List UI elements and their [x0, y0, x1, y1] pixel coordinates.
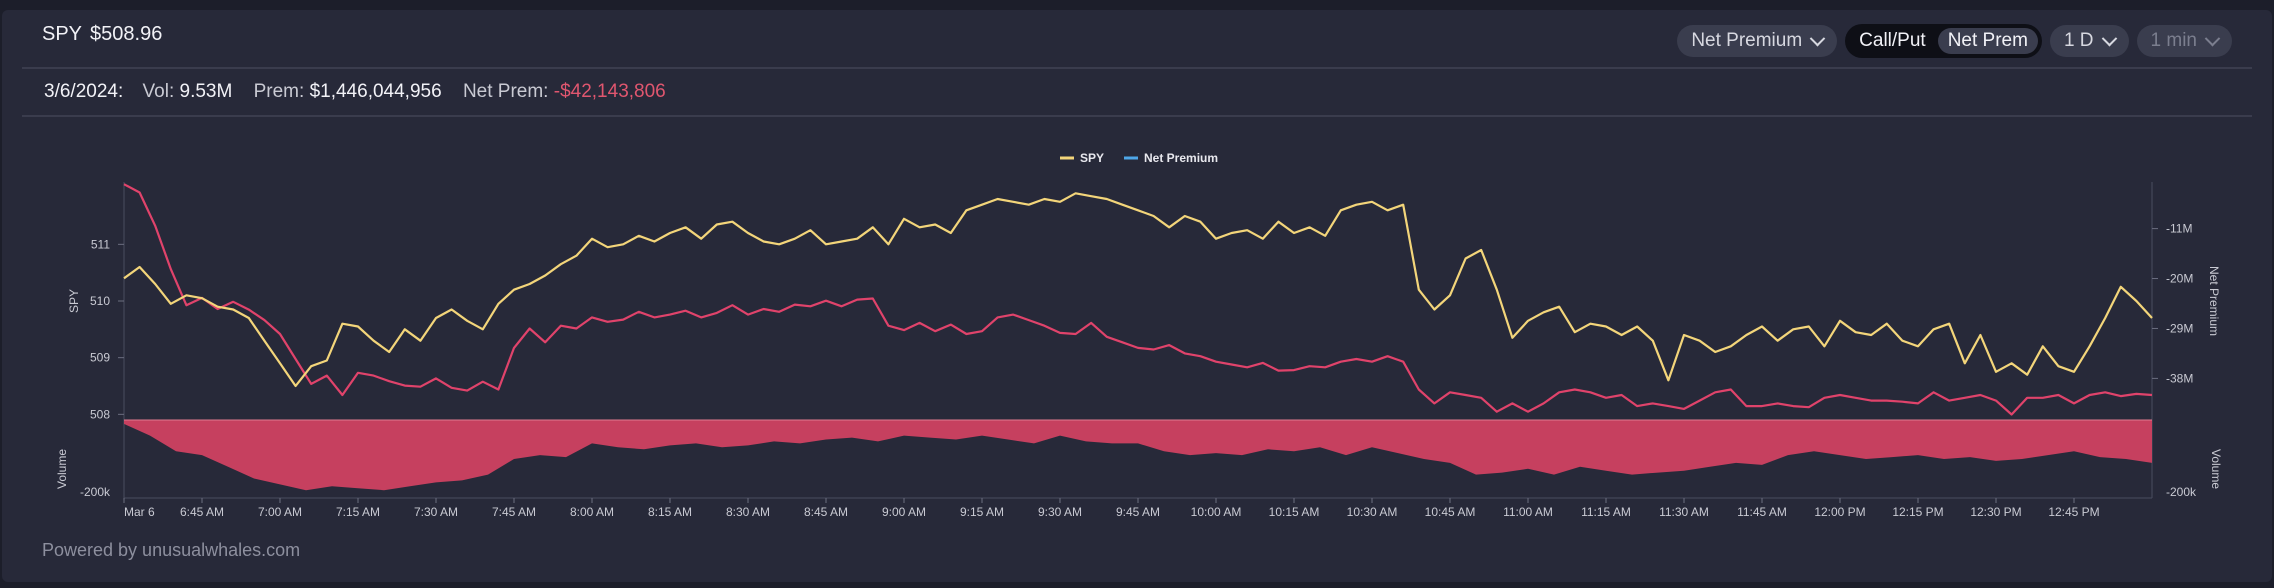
- chart-controls: Net Premium Call/Put Net Prem 1 D 1 min: [1677, 24, 2232, 58]
- x-tick-label: 12:30 PM: [1970, 505, 2021, 519]
- chevron-down-icon: [1809, 30, 1826, 46]
- y-left-axis-label: SPY: [67, 289, 81, 313]
- y-left-tick-label: 511: [91, 237, 110, 251]
- volume-right-tick-label: -200k: [2166, 485, 2197, 499]
- ticker-price: $508.96: [90, 23, 163, 45]
- legend-net-premium-label: Net Premium: [1144, 151, 1218, 165]
- spy-line: [123, 192, 2153, 388]
- mode-dropdown[interactable]: Net Premium: [1677, 25, 1838, 57]
- x-tick-label: 10:15 AM: [1269, 505, 1320, 519]
- x-tick-label: 11:00 AM: [1503, 505, 1553, 519]
- y-left-tick-label: 509: [90, 351, 110, 365]
- interval-dropdown[interactable]: 1 min: [2136, 25, 2232, 57]
- x-tick-label: 10:00 AM: [1191, 505, 1242, 519]
- net-premium-chart: 508 509 510 511 -11M -20M -29M -38M -200k -200k Ma…: [55, 151, 2223, 519]
- volume-area: [124, 420, 2152, 491]
- x-tick-label: 8:30 AM: [726, 505, 770, 519]
- premium-toggle: Call/Put Net Prem: [1845, 24, 2042, 58]
- prem-label: Prem:: [253, 81, 305, 102]
- toggle-net-prem[interactable]: Net Prem: [1937, 28, 2038, 54]
- x-tick-label: 12:45 PM: [2048, 505, 2099, 519]
- stats-bar: 3/6/2024: Vol: 9.53M Prem: $1,446,044,95…: [44, 81, 666, 103]
- x-tick-label: 7:00 AM: [258, 505, 302, 519]
- range-dropdown-label: 1 D: [2063, 30, 2094, 51]
- x-tick-label: 8:45 AM: [804, 505, 848, 519]
- x-tick-label: 8:00 AM: [570, 505, 614, 519]
- x-tick-label: 9:15 AM: [960, 505, 1004, 519]
- vol-label: Vol:: [142, 81, 175, 102]
- x-tick-label: 7:30 AM: [414, 505, 458, 519]
- y-right-axis-label: Net Premium: [2207, 266, 2221, 336]
- x-tick-label: 9:00 AM: [882, 505, 926, 519]
- x-tick-label: 10:30 AM: [1347, 505, 1398, 519]
- prem-value: $1,446,044,956: [309, 81, 442, 102]
- widget-header: SPY $508.96 Net Premium Call/Put Net Prem…: [2, 10, 2272, 67]
- x-tick-label: 11:15 AM: [1581, 505, 1631, 519]
- ticker-symbol: SPY: [42, 23, 83, 45]
- range-dropdown[interactable]: 1 D: [2049, 25, 2129, 57]
- volume-left-axis-label: Volume: [55, 449, 69, 489]
- x-tick-label: 7:45 AM: [492, 505, 536, 519]
- y-right-tick-label: -29M: [2166, 321, 2193, 335]
- flow-chart-widget: SPY $508.96 Net Premium Call/Put Net Prem…: [2, 10, 2272, 582]
- volume-right-axis-label: Volume: [2209, 449, 2223, 489]
- x-tick-label: 8:15 AM: [648, 505, 692, 519]
- x-tick-label: 10:45 AM: [1425, 505, 1476, 519]
- x-tick-label: 11:30 AM: [1659, 505, 1709, 519]
- net-premium-line: [123, 183, 2153, 416]
- header-divider: [22, 67, 2252, 69]
- x-tick-label: 12:00 PM: [1814, 505, 1865, 519]
- volume-left-tick-label: -200k: [80, 485, 111, 499]
- x-tick-label: 11:45 AM: [1737, 505, 1787, 519]
- y-right-tick-label: -11M: [2166, 222, 2192, 236]
- net-prem-value: -$42,143,806: [553, 81, 666, 102]
- footer-credit: Powered by unusualwhales.com: [42, 540, 301, 560]
- x-tick-label: 6:45 AM: [180, 505, 224, 519]
- x-tick-label: 12:15 PM: [1892, 505, 1943, 519]
- y-right-tick-label: -20M: [2166, 272, 2193, 286]
- toggle-call-put[interactable]: Call/Put: [1859, 30, 1926, 51]
- chevron-down-icon: [2101, 30, 2117, 46]
- x-tick-label: 9:45 AM: [1116, 505, 1160, 519]
- x-tick-label: Mar 6: [124, 505, 155, 519]
- net-prem-label: Net Prem:: [462, 81, 549, 102]
- y-left-tick-label: 510: [90, 294, 110, 308]
- x-tick-label: 9:30 AM: [1038, 505, 1082, 519]
- y-left-tick-label: 508: [90, 407, 110, 421]
- interval-dropdown-label: 1 min: [2150, 30, 2197, 51]
- mode-dropdown-label: Net Premium: [1691, 30, 1803, 51]
- x-tick-label: 7:15 AM: [336, 505, 380, 519]
- ticker-quote: SPY $508.96: [42, 23, 162, 46]
- vol-value: 9.53M: [179, 81, 233, 102]
- stats-date: 3/6/2024:: [44, 81, 124, 102]
- chevron-down-icon: [2204, 30, 2221, 46]
- y-right-tick-label: -38M: [2166, 371, 2193, 385]
- legend-spy-label: SPY: [1080, 151, 1104, 165]
- stats-divider: [22, 115, 2252, 117]
